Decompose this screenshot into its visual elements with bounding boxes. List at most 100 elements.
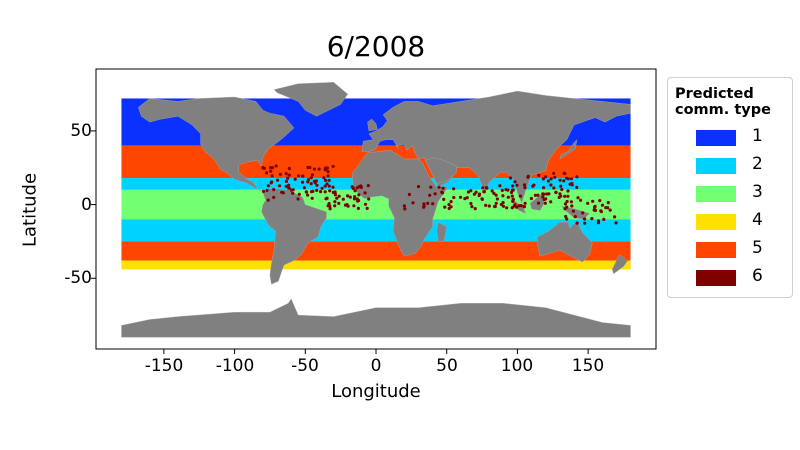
type-6-point [265, 171, 269, 175]
type-6-point [504, 188, 508, 192]
type-6-point [297, 192, 301, 196]
type-6-point [422, 204, 426, 208]
type-6-point [297, 174, 301, 178]
type-6-point [313, 181, 317, 185]
legend-swatch [696, 130, 736, 146]
community-band-2 [121, 219, 631, 242]
type-6-point [549, 177, 553, 181]
type-6-point [570, 204, 574, 208]
type-6-point [269, 181, 273, 185]
type-6-point [356, 206, 360, 210]
legend-swatch [696, 214, 736, 230]
type-6-point [565, 217, 569, 221]
type-6-point [566, 189, 570, 193]
type-6-point [309, 182, 313, 186]
type-6-point [366, 184, 370, 188]
type-6-point [575, 185, 579, 189]
type-6-point [276, 178, 280, 182]
type-6-point [590, 217, 594, 221]
land-africa [351, 149, 449, 257]
type-6-point [428, 193, 432, 197]
type-6-point [326, 174, 330, 178]
type-6-point [277, 184, 282, 188]
legend-label: 6 [752, 266, 763, 286]
type-6-point [348, 195, 352, 199]
type-6-point [323, 190, 327, 194]
land-south-america [261, 188, 327, 285]
type-6-point [265, 188, 269, 193]
type-6-point [365, 206, 369, 210]
type-6-point [515, 205, 519, 209]
type-6-point [499, 202, 503, 207]
type-6-point [519, 204, 523, 208]
type-6-point [411, 201, 415, 205]
type-6-point [495, 197, 499, 201]
type-6-point [559, 194, 563, 198]
land-greenland [273, 82, 348, 117]
type-6-point [319, 190, 323, 194]
type-6-point [509, 190, 514, 195]
type-6-point [343, 203, 348, 207]
type-6-point [598, 199, 602, 203]
type-6-point [287, 166, 291, 171]
type-6-point [350, 185, 354, 189]
legend-label: 4 [752, 210, 763, 230]
type-6-point [291, 191, 295, 195]
legend-label: 2 [752, 154, 763, 174]
type-6-point [515, 183, 519, 187]
type-6-point [346, 204, 350, 208]
type-6-point [337, 201, 341, 205]
type-6-point [505, 206, 509, 210]
type-6-point [522, 205, 526, 209]
type-6-point [449, 200, 453, 204]
land-north-america [138, 96, 295, 193]
type-6-point [562, 179, 566, 183]
type-6-point [287, 186, 291, 190]
type-6-point [472, 192, 476, 196]
type-6-point [306, 165, 310, 170]
type-6-point [606, 201, 610, 205]
land-antarctica [121, 298, 631, 338]
y-axis-label: Latitude [19, 172, 41, 248]
type-6-point [327, 178, 331, 182]
type-6-point [581, 211, 585, 215]
type-6-point [403, 207, 407, 211]
type-6-point [546, 179, 551, 183]
type-6-point [302, 186, 306, 190]
type-6-point [363, 191, 367, 195]
type-6-point [328, 204, 332, 208]
type-6-point [481, 186, 485, 190]
type-6-points [261, 164, 618, 225]
type-6-point [533, 193, 538, 197]
type-6-point [569, 200, 574, 204]
type-6-point [492, 191, 496, 195]
type-6-point [269, 166, 273, 170]
type-6-point [549, 183, 553, 187]
type-6-point [463, 197, 467, 201]
type-6-point [543, 201, 547, 205]
legend-swatch [696, 270, 736, 286]
legend-label: 5 [752, 238, 763, 258]
type-6-point [552, 186, 556, 190]
x-tick-label: 150 [571, 356, 605, 376]
type-6-point [300, 180, 305, 184]
type-6-point [352, 204, 356, 208]
type-6-point [320, 186, 324, 190]
type-6-point [333, 200, 337, 204]
type-6-point [522, 183, 527, 187]
type-6-point [529, 196, 534, 201]
type-6-point [614, 221, 618, 225]
type-6-point [306, 180, 310, 184]
y-tick-label: 50 [70, 121, 92, 141]
type-6-point [480, 197, 484, 201]
type-6-point [262, 189, 266, 193]
type-6-point [363, 202, 368, 206]
type-6-point [583, 221, 587, 225]
legend: Predicted comm. type 1 2 3 4 5 6 [667, 77, 793, 298]
land-eurasia [361, 90, 631, 204]
type-6-point [284, 172, 288, 176]
type-6-point [352, 197, 357, 201]
type-6-point [559, 184, 563, 188]
type-6-point [545, 192, 549, 196]
type-6-point [513, 203, 517, 207]
